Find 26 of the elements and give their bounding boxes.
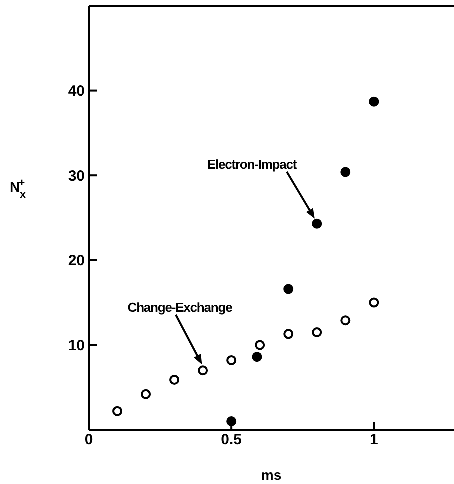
- y-tick-label: 20: [68, 252, 85, 270]
- point: [312, 218, 322, 229]
- point: [226, 355, 237, 366]
- point: [141, 389, 152, 400]
- point: [369, 96, 380, 107]
- point: [198, 366, 208, 376]
- point: [170, 374, 180, 385]
- x-tick-label: 1: [370, 432, 378, 449]
- point: [369, 298, 380, 308]
- point: [340, 316, 351, 326]
- y-tick-label: 10: [68, 338, 85, 355]
- point: [112, 406, 123, 416]
- point: [284, 329, 294, 340]
- x-axis-title: ms: [261, 467, 282, 483]
- point: [340, 167, 351, 178]
- x-tick-label: 0: [84, 432, 94, 449]
- point: [226, 416, 237, 427]
- x-tick-label: 0.5: [221, 432, 242, 449]
- point: [312, 327, 322, 338]
- point: [255, 340, 266, 350]
- y-tick-label: 30: [68, 168, 85, 185]
- annotation: Change-Exchange: [128, 300, 233, 315]
- point: [252, 352, 262, 362]
- point: [284, 284, 294, 294]
- annotation: Electron-Impact: [207, 157, 298, 172]
- y-tick-label: 40: [68, 83, 85, 100]
